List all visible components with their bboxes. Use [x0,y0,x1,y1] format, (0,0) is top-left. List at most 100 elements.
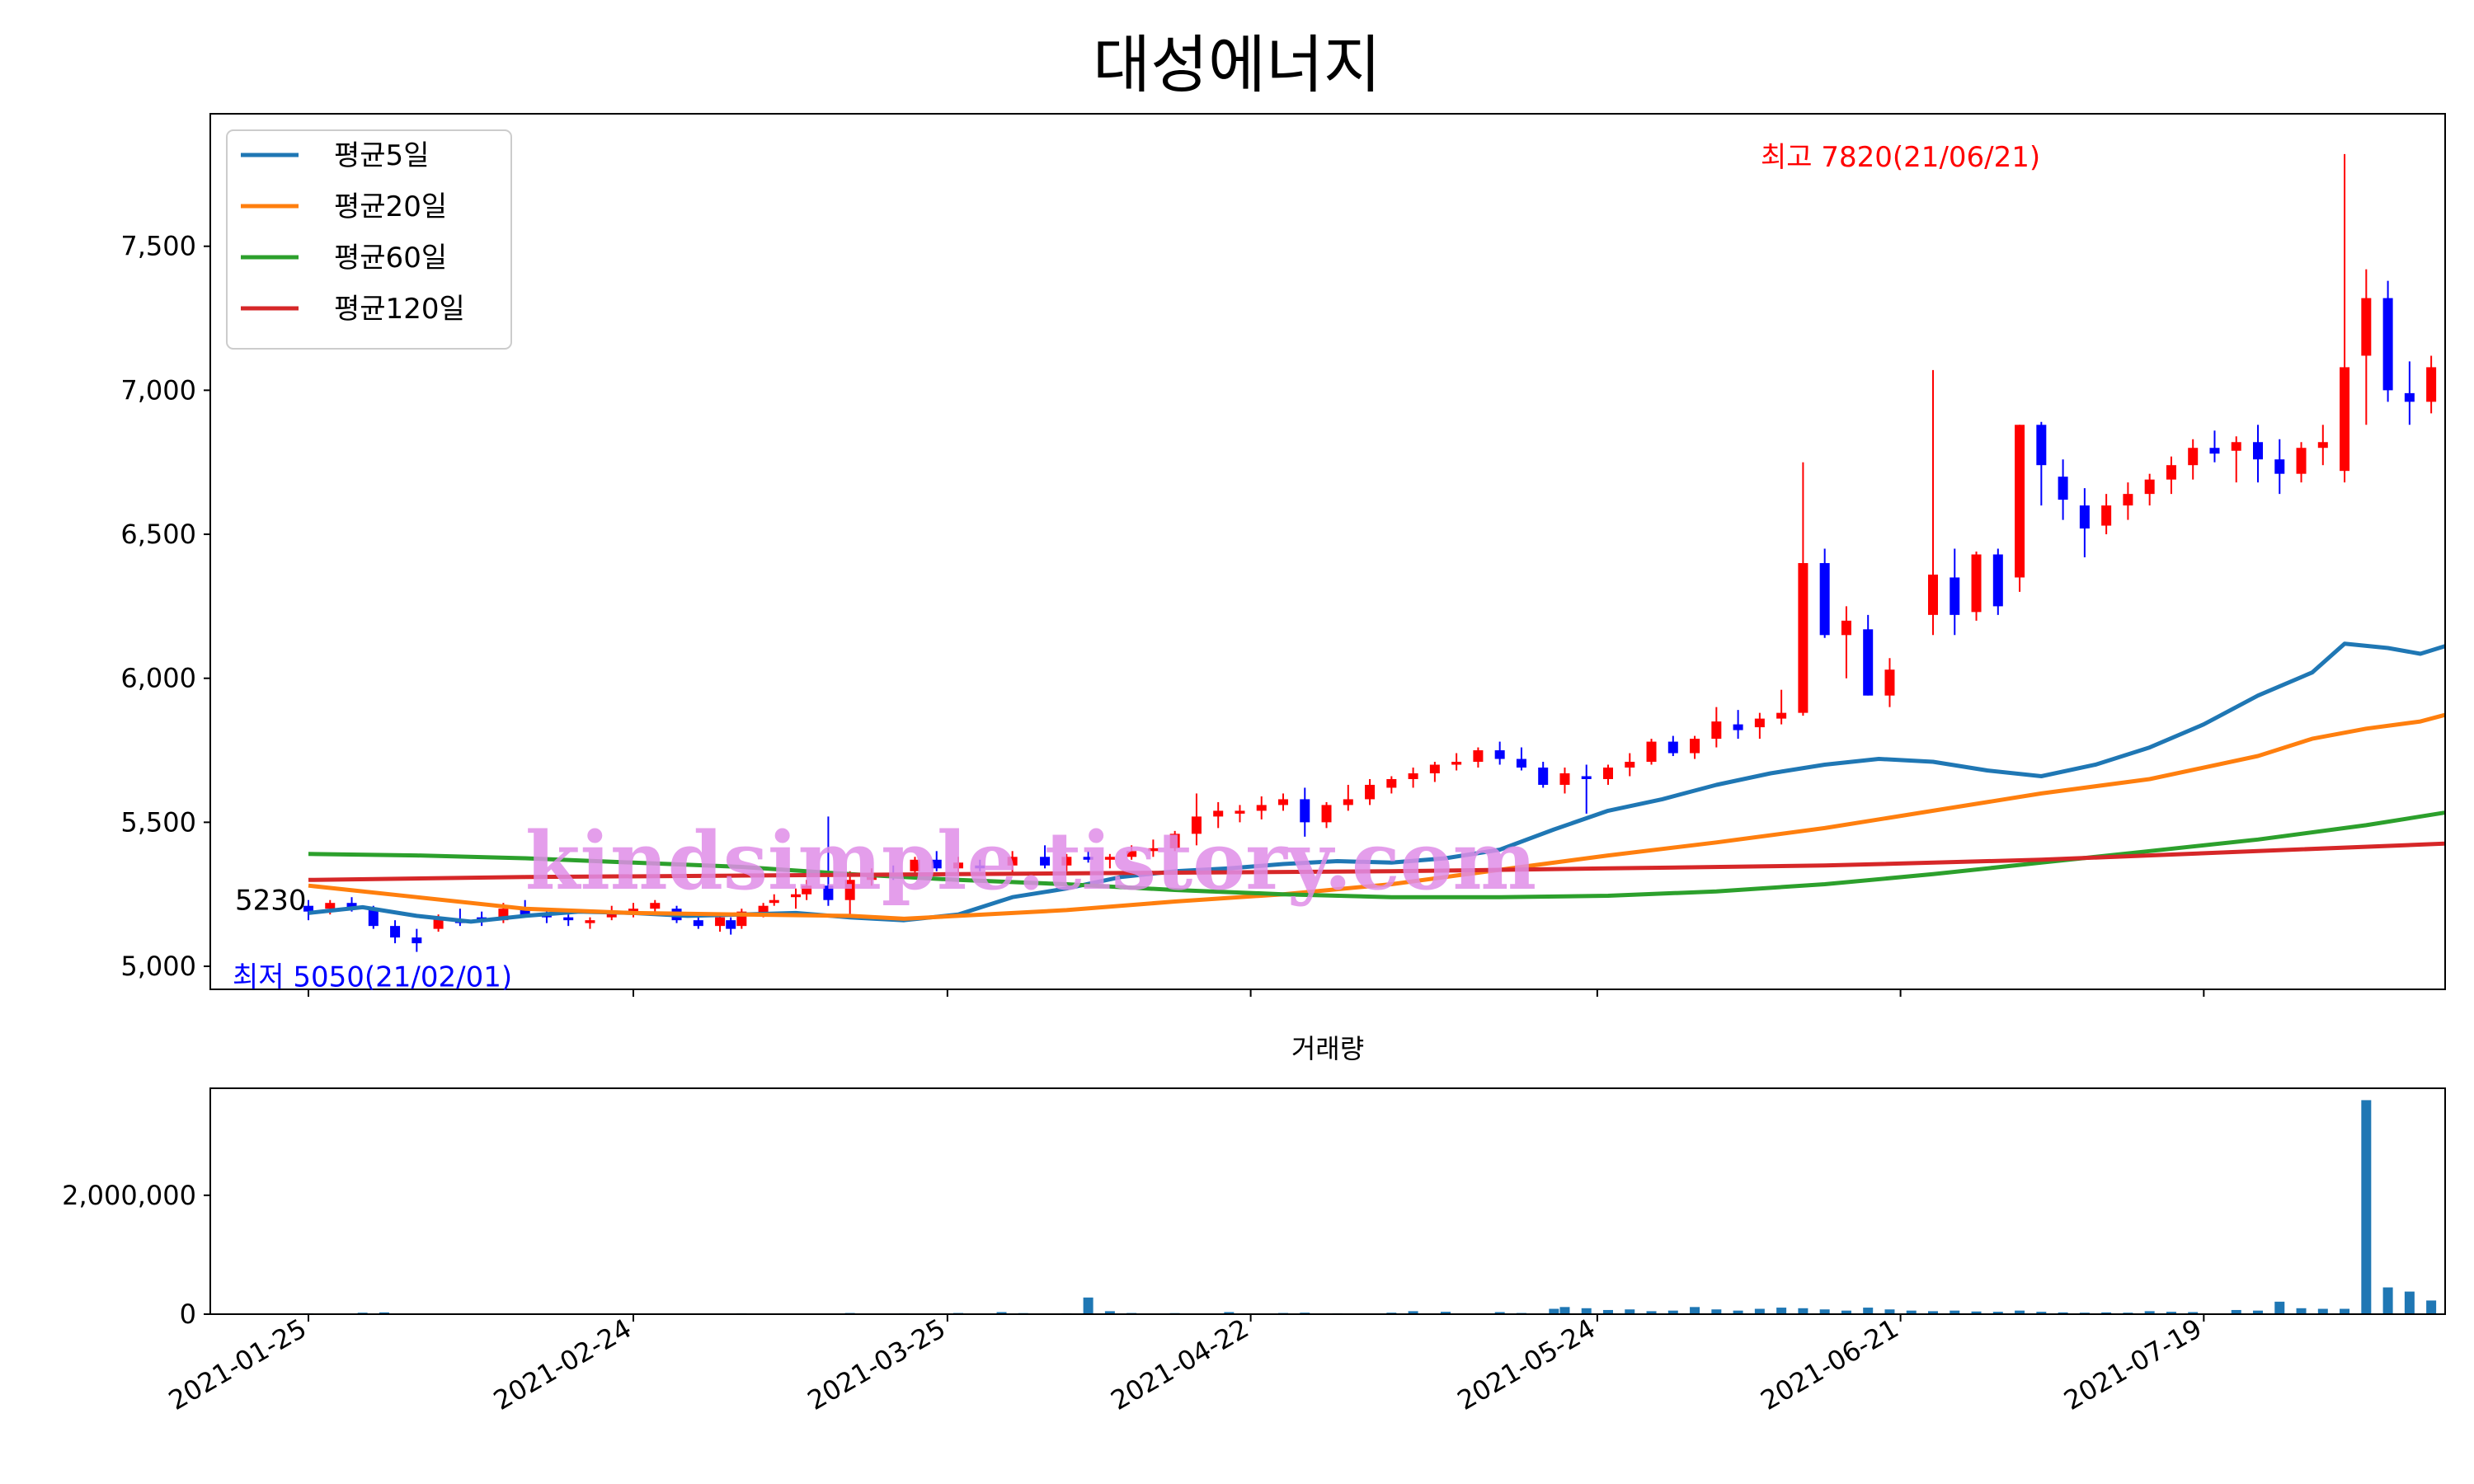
candle-body [2361,298,2372,356]
volume-bar [1170,1313,1180,1314]
volume-bar [1667,1310,1678,1313]
candle-body [1083,857,1094,860]
candle-body [1148,848,1159,852]
price-panel-frame [209,113,2446,990]
candle-body [2253,442,2263,460]
candle-body [2231,442,2241,451]
volume-bar [1494,1312,1505,1313]
x-tick-label: 2021-02-24 [488,1313,637,1416]
candle-body [2470,373,2474,387]
candle-body [1603,768,1613,779]
price-y-tick-label: 6,000 [120,663,196,694]
volume-bar [358,1313,368,1314]
legend-label: 평균5일 [334,139,429,172]
chart-title: 대성에너지 [1093,28,1381,101]
volume-bar [2015,1310,2025,1313]
price-y-axis: 5,000 5,500 6,000 6,500 7,000 7,500 [120,231,210,982]
candle-body [2036,425,2047,466]
candle-body [1386,778,1397,788]
legend-label: 평균20일 [334,190,447,223]
candle-body [1365,784,1376,800]
candle-body [1841,620,1851,636]
volume-bar [1581,1308,1592,1313]
candle-body [346,903,357,909]
candle-body [563,917,574,921]
candle-body [2382,298,2393,391]
candle-body [1343,799,1353,805]
volume-bar [845,1313,855,1314]
candle-body [585,920,595,923]
volume-bar [1441,1312,1451,1313]
volume-x-axis: 2021-01-25 2021-02-24 2021-03-25 2021-04-22… [163,1313,2207,1416]
candle-body [1950,577,1960,615]
volume-bar [1408,1311,1418,1313]
candle-body [368,909,379,927]
moving-average-lines [308,641,2444,924]
volume-bar [1104,1311,1115,1313]
candle-body [1884,669,1895,696]
legend-label: 평균120일 [334,293,465,326]
legend-box [226,129,512,350]
x-tick-label: 2021-03-25 [802,1313,951,1416]
candle-body [2340,367,2350,472]
candle-body [1213,810,1224,817]
candle-body [2144,479,2155,495]
candle-body [1646,741,1657,763]
volume-bar [1549,1308,1559,1313]
candle-body [2209,448,2220,454]
volume-bar [2470,1306,2474,1314]
volume-bar [2361,1100,2372,1313]
volume-bar [1300,1313,1310,1314]
candle-body [2079,505,2090,529]
volume-bar [1776,1308,1787,1313]
candle-body [2448,367,2458,387]
volume-bar [1018,1313,1028,1314]
candle-body [1559,773,1570,785]
candle-body [412,937,422,944]
x-tick-label: 2021-06-21 [1756,1313,1904,1416]
price-y-tick-label: 6,500 [120,519,196,550]
volume-bar [2448,1304,2458,1314]
candle-body [650,903,661,909]
volume-bar [2382,1287,2393,1313]
candle-body [823,885,834,900]
volume-bar [2296,1308,2307,1313]
volume-bar [2253,1310,2263,1313]
volume-bar [899,1313,909,1314]
candle-body [1625,762,1635,768]
candle-body [2296,448,2307,474]
candle-body [1278,799,1288,805]
candle-body [953,862,963,869]
candlestick-series [303,153,2474,952]
volume-y-axis: 0 2,000,000 [62,1180,210,1330]
volume-bar [2426,1300,2437,1313]
candle-body [693,920,703,927]
volume-bar [2036,1312,2047,1313]
volume-y-tick-label: 0 [180,1298,196,1330]
candle-body [2101,505,2112,526]
x-tick-label: 2021-07-19 [2058,1313,2207,1416]
candle-body [791,894,801,898]
legend-label: 평균60일 [334,242,447,275]
candle-body [1191,816,1202,834]
volume-bar [1950,1310,1960,1313]
candle-body [802,885,812,895]
price-y-tick-label: 5,000 [120,951,196,982]
volume-bar [2080,1313,2090,1314]
first-close-label: 5230 [235,885,307,918]
volume-bar [1559,1307,1570,1313]
volume-title: 거래량 [1291,1033,1364,1064]
volume-bar [1971,1311,1982,1313]
candle-body [1256,805,1267,811]
high-annotation: 최고 7820(21/06/21) [1761,141,2040,174]
volume-bar [1711,1309,1722,1313]
volume-bar [1603,1309,1613,1313]
volume-panel-frame [209,1087,2446,1315]
price-y-tick-label: 5,500 [120,806,196,838]
volume-bars [303,1100,2474,1314]
candle-body [1451,762,1462,765]
volume-bar [1733,1310,1743,1313]
volume-bar [1884,1309,1895,1313]
